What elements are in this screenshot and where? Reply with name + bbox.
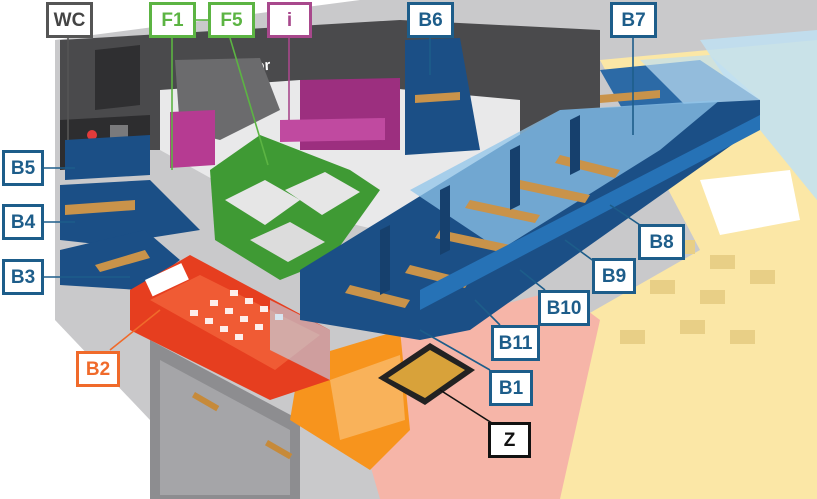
green-room-floor-2 bbox=[285, 172, 360, 215]
green-room-floor-1 bbox=[225, 180, 300, 225]
label-f1[interactable]: F1 bbox=[149, 2, 196, 38]
green-room-floor-3 bbox=[250, 222, 325, 262]
label-b8[interactable]: B8 bbox=[638, 224, 685, 260]
room-row-front-wall bbox=[420, 115, 760, 310]
room-b7-desk bbox=[600, 90, 660, 103]
room-b2-glass bbox=[270, 300, 330, 380]
room-b4-desk bbox=[65, 200, 135, 215]
label-b1[interactable]: B1 bbox=[489, 370, 533, 406]
cafe-counter bbox=[700, 170, 800, 235]
room-b3-desk bbox=[95, 250, 150, 272]
label-b4[interactable]: B4 bbox=[2, 204, 44, 240]
room-b4 bbox=[60, 180, 200, 245]
room-b2-screen bbox=[145, 263, 189, 297]
label-b3[interactable]: B3 bbox=[2, 259, 44, 295]
stair-block bbox=[95, 45, 140, 110]
cafe-area bbox=[560, 40, 817, 499]
label-b2[interactable]: B2 bbox=[76, 351, 120, 387]
label-b9[interactable]: B9 bbox=[592, 258, 636, 294]
label-b10[interactable]: B10 bbox=[538, 290, 590, 326]
label-wc[interactable]: WC bbox=[46, 2, 93, 38]
benches bbox=[192, 392, 293, 460]
label-z[interactable]: Z bbox=[488, 422, 531, 458]
room-b5 bbox=[65, 135, 150, 180]
label-b6[interactable]: B6 bbox=[407, 2, 454, 38]
wc-sign bbox=[87, 130, 97, 140]
label-b7[interactable]: B7 bbox=[610, 2, 657, 38]
room-b6-desk bbox=[415, 92, 460, 103]
wc-sign-panel bbox=[110, 125, 128, 139]
label-b11[interactable]: B11 bbox=[491, 325, 540, 361]
room-b2-chairs bbox=[190, 290, 283, 340]
label-f5[interactable]: F5 bbox=[208, 2, 255, 38]
info-room-left bbox=[170, 110, 215, 168]
label-info[interactable]: i bbox=[267, 2, 312, 38]
info-desk bbox=[280, 118, 385, 142]
room-row-partitions bbox=[380, 115, 580, 295]
lower-corridor-floor bbox=[160, 360, 290, 495]
label-b5[interactable]: B5 bbox=[2, 150, 44, 186]
green-rooms bbox=[210, 135, 380, 280]
